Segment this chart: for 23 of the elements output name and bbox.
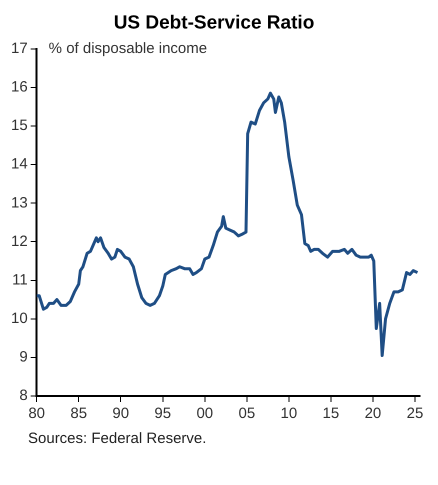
x-tick-label: 10 bbox=[280, 405, 298, 422]
y-tick-label: 12 bbox=[10, 232, 28, 250]
y-tick-label: 14 bbox=[10, 156, 28, 173]
x-tick-label: 80 bbox=[28, 405, 46, 422]
y-tick-label: 15 bbox=[10, 117, 28, 134]
x-tick-label: 95 bbox=[154, 405, 172, 422]
x-tick-label: 20 bbox=[364, 405, 382, 422]
y-tick-label: 11 bbox=[12, 271, 28, 288]
y-tick-label: 13 bbox=[10, 194, 28, 212]
chart-title: US Debt-Service Ratio bbox=[114, 12, 314, 34]
x-tick-label: 90 bbox=[112, 405, 130, 422]
x-tick-label: 05 bbox=[238, 405, 256, 422]
y-tick-label: 17 bbox=[10, 40, 28, 57]
y-tick-label: 9 bbox=[19, 348, 28, 366]
y-axis-title: % of disposable income bbox=[48, 40, 208, 57]
x-tick-label: 00 bbox=[196, 405, 214, 422]
y-tick-label: 16 bbox=[10, 78, 28, 96]
x-tick-label: 85 bbox=[70, 405, 88, 422]
source-note: Sources: Federal Reserve. bbox=[28, 430, 208, 447]
y-tick-label: 8 bbox=[19, 387, 28, 404]
x-tick-label: 25 bbox=[406, 405, 424, 422]
x-tick-label: 15 bbox=[322, 405, 340, 422]
y-tick-label: 10 bbox=[10, 310, 28, 327]
